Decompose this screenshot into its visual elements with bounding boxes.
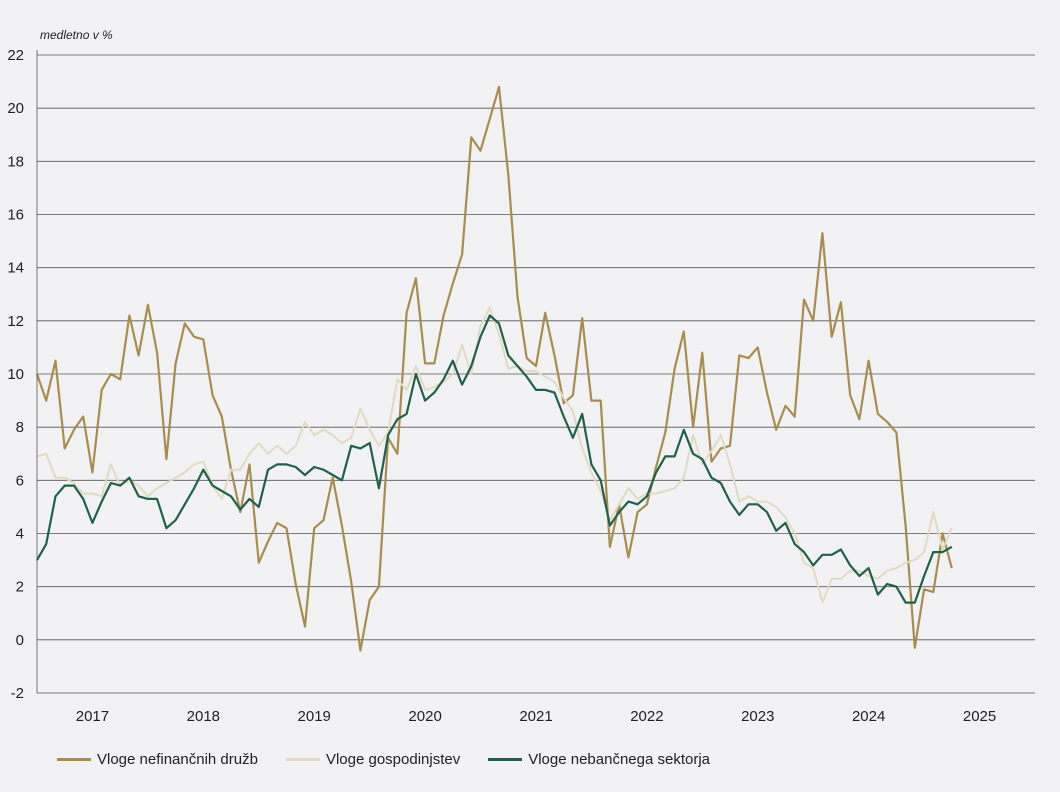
x-tick-label: 2018 (187, 708, 220, 725)
x-tick-label: 2022 (630, 708, 663, 725)
series-line-2 (36, 314, 953, 604)
unit-label: medletno v % (40, 28, 113, 42)
legend-swatch-gospodinjstva (285, 758, 320, 761)
x-tick-label: 2017 (76, 708, 109, 725)
x-tick-label: 2019 (298, 708, 331, 725)
y-tick-label: 12 (7, 313, 24, 330)
legend-label-nebancni-sektor: Vloge nebančnega sektorja (528, 751, 711, 768)
y-tick-label: 16 (7, 207, 24, 224)
y-tick-label: -2 (11, 685, 24, 702)
y-tick-label: 4 (16, 526, 24, 543)
legend-item-nebancni-sektor: Vloge nebančnega sektorja (488, 751, 710, 768)
x-tick-label: 2020 (408, 708, 441, 725)
y-tick-label: 14 (7, 260, 24, 277)
y-tick-label: 0 (16, 632, 24, 649)
legend-item-gospodinjstva: Vloge gospodinjstev (285, 751, 461, 768)
legend-label-nefinancne-druzbe: Vloge nefinančnih družb (97, 751, 258, 768)
legend-swatch-nebancni-sektor (488, 758, 523, 761)
series-line-1 (36, 306, 953, 604)
legend-swatch-nefinancne-druzbe (57, 758, 91, 761)
x-tick-label: 2024 (852, 708, 885, 725)
y-tick-label: 18 (7, 153, 24, 170)
series-lines (35, 85, 953, 652)
y-tick-label: 20 (7, 100, 24, 117)
x-tick-label: 2025 (963, 708, 996, 725)
gridlines (37, 54, 1035, 694)
legend-item-nefinancne-druzbe: Vloge nefinančnih družb (57, 751, 258, 768)
y-tick-label: 22 (7, 47, 24, 64)
y-tick-label: 8 (16, 419, 24, 436)
x-tick-label: 2021 (519, 708, 552, 725)
y-tick-label: 10 (7, 366, 24, 383)
legend: Vloge nefinančnih družb Vloge gospodinjs… (57, 751, 738, 768)
series-line-0 (35, 85, 953, 652)
x-tick-label: 2023 (741, 708, 774, 725)
y-tick-label: 6 (16, 472, 24, 489)
y-tick-label: 2 (16, 579, 24, 596)
legend-label-gospodinjstva: Vloge gospodinjstev (325, 751, 461, 768)
